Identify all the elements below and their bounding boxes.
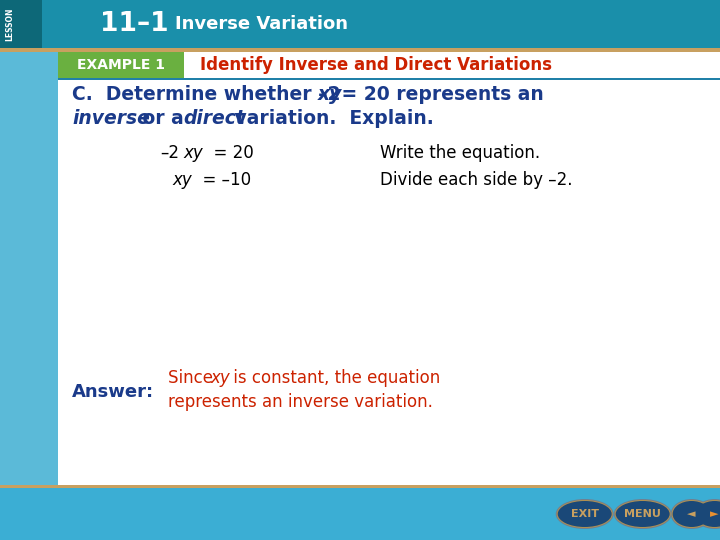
Bar <box>58 52 719 485</box>
Bar <box>58 78 719 80</box>
Bar <box>0 48 719 52</box>
Text: EXAMPLE 1: EXAMPLE 1 <box>77 58 165 72</box>
Text: is constant, the equation: is constant, the equation <box>228 369 440 387</box>
Text: 11–1: 11–1 <box>100 11 168 37</box>
Bar <box>0 488 719 540</box>
Text: direct: direct <box>183 109 245 127</box>
Ellipse shape <box>556 499 613 529</box>
Ellipse shape <box>558 501 612 527</box>
Bar <box>0 0 42 48</box>
Ellipse shape <box>557 500 613 528</box>
Text: C.  Determine whether –2: C. Determine whether –2 <box>72 85 341 105</box>
Text: LESSON: LESSON <box>6 7 14 40</box>
Ellipse shape <box>696 501 720 527</box>
Text: inverse: inverse <box>72 109 150 127</box>
Text: MENU: MENU <box>624 509 661 519</box>
Bar <box>0 52 58 485</box>
Ellipse shape <box>672 500 711 528</box>
Ellipse shape <box>695 500 720 528</box>
Ellipse shape <box>616 501 670 527</box>
Text: –2: –2 <box>160 144 179 162</box>
Text: represents an inverse variation.: represents an inverse variation. <box>168 393 433 411</box>
Text: Identify Inverse and Direct Variations: Identify Inverse and Direct Variations <box>200 56 552 74</box>
Ellipse shape <box>670 499 713 529</box>
Text: variation.  Explain.: variation. Explain. <box>228 109 433 127</box>
Ellipse shape <box>613 499 672 529</box>
Text: ◄: ◄ <box>688 509 696 519</box>
Text: Inverse Variation: Inverse Variation <box>175 15 348 33</box>
Bar <box>0 485 719 488</box>
Text: = 20: = 20 <box>203 144 253 162</box>
Text: ►: ► <box>711 509 719 519</box>
Text: or a: or a <box>136 109 190 127</box>
Ellipse shape <box>672 501 711 527</box>
Text: xy: xy <box>173 171 193 189</box>
Text: Write the equation.: Write the equation. <box>380 144 540 162</box>
Text: = –10: = –10 <box>192 171 251 189</box>
Ellipse shape <box>693 499 720 529</box>
Text: EXIT: EXIT <box>571 509 599 519</box>
Text: Divide each side by –2.: Divide each side by –2. <box>380 171 572 189</box>
Text: xy: xy <box>211 369 230 387</box>
Text: xy: xy <box>184 144 204 162</box>
Text: xy: xy <box>318 85 342 105</box>
Text: = 20 represents an: = 20 represents an <box>335 85 544 105</box>
Text: Answer:: Answer: <box>72 383 154 401</box>
Text: Since: Since <box>168 369 218 387</box>
Bar <box>0 0 719 48</box>
Ellipse shape <box>615 500 670 528</box>
Bar <box>58 52 184 78</box>
